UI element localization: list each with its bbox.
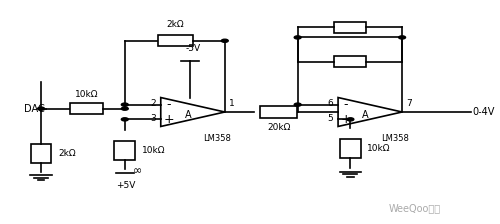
Text: DAC: DAC [24,104,45,114]
Text: 5: 5 [328,114,333,123]
Bar [70,103,103,114]
Circle shape [122,103,128,106]
Text: WeeQoo维库: WeeQoo维库 [388,203,440,213]
Circle shape [222,39,228,42]
Text: 20kΩ: 20kΩ [268,123,290,132]
Circle shape [294,36,301,39]
Text: LM358: LM358 [204,134,232,143]
Text: 3: 3 [150,114,156,123]
Bar [114,141,135,160]
Bar [334,22,366,33]
Bar [340,139,360,158]
Text: 2: 2 [150,99,156,108]
Bar [158,35,194,46]
Text: 10kΩ: 10kΩ [142,146,165,155]
Text: ∞: ∞ [132,167,141,177]
Text: +5V: +5V [116,181,136,190]
Circle shape [38,107,44,110]
Polygon shape [338,97,402,127]
Text: LM358: LM358 [381,134,408,143]
Text: -: - [166,98,171,111]
Text: -: - [344,98,348,111]
Text: 10kΩ: 10kΩ [74,90,98,99]
Text: 7: 7 [406,99,412,108]
Bar [334,56,366,67]
Text: 0-4V: 0-4V [472,107,495,117]
Text: A: A [362,110,368,120]
Bar [30,144,52,163]
Text: +: + [340,113,351,126]
Circle shape [398,36,406,39]
Circle shape [347,118,354,121]
Circle shape [294,103,301,106]
Text: 2kΩ: 2kΩ [58,149,76,158]
Text: +: + [164,113,174,126]
Text: 10kΩ: 10kΩ [367,144,390,153]
Text: 1: 1 [229,99,234,108]
Text: 2kΩ: 2kΩ [166,19,184,29]
Polygon shape [161,97,225,127]
Bar [260,106,298,118]
Text: 6: 6 [328,99,333,108]
Text: A: A [184,110,191,120]
Text: -5V: -5V [185,44,200,53]
Circle shape [122,107,128,110]
Circle shape [122,118,128,121]
